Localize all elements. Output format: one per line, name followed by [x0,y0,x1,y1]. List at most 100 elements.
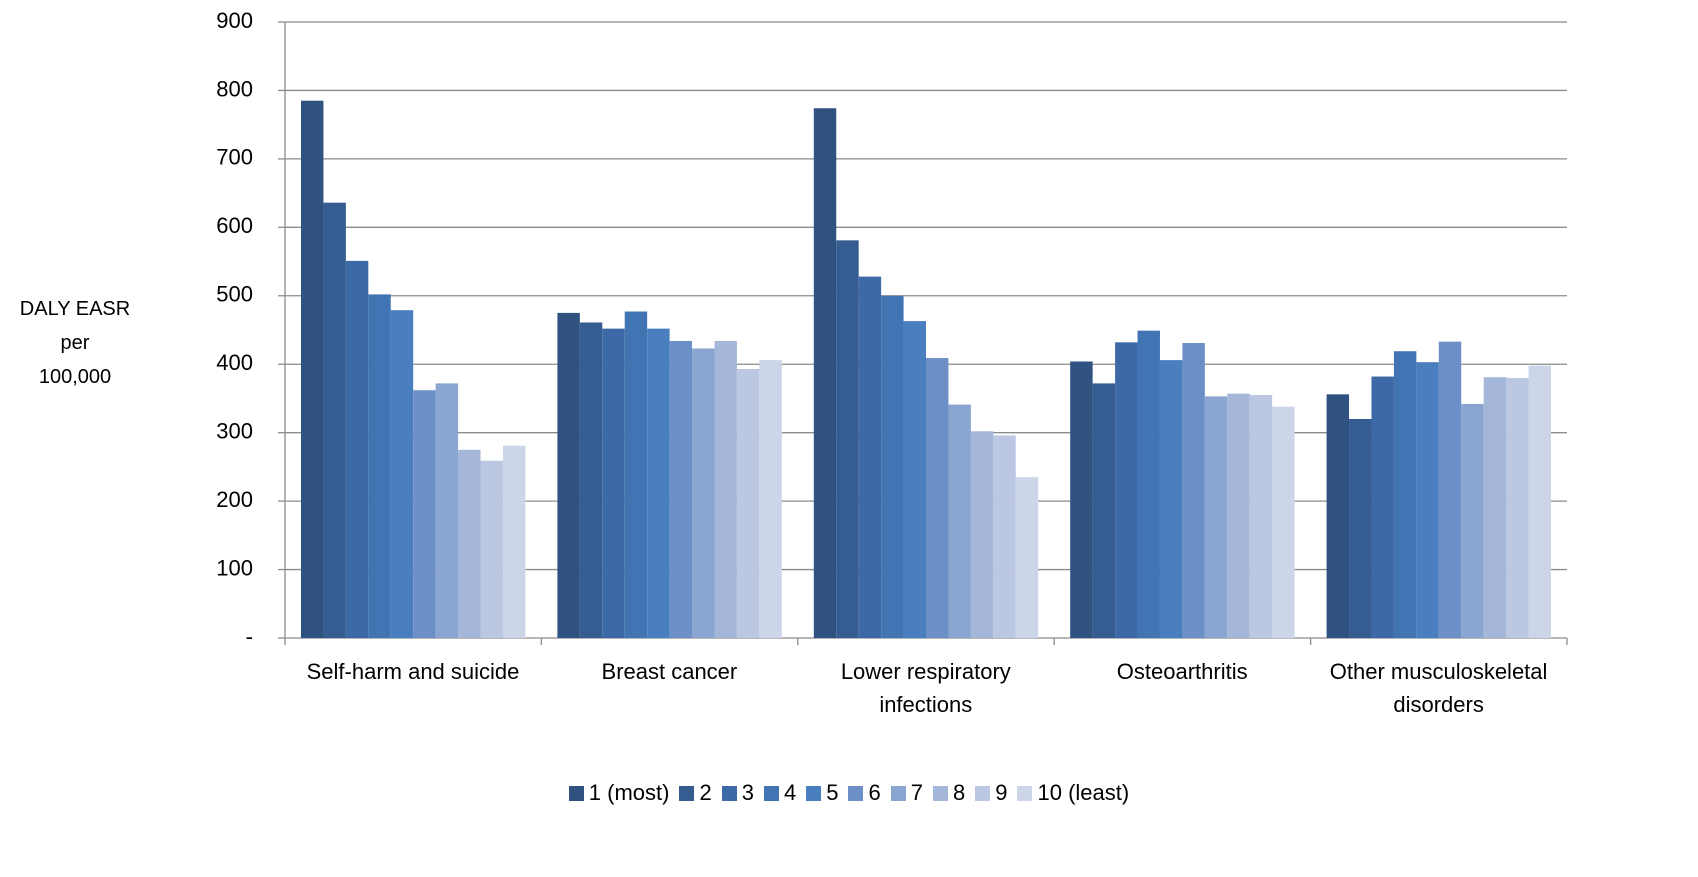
bar [948,404,971,638]
y-tick-label: 100 [216,555,253,580]
legend-label: 2 [699,780,712,805]
bar [1393,351,1417,638]
bar [624,311,648,638]
y-tick-label: 700 [216,145,253,170]
bar [345,260,369,638]
legend-label: 5 [826,780,839,805]
bar [1115,342,1138,638]
legend-item: 10 (least) [1017,780,1129,806]
bar [1249,395,1273,638]
legend-item: 2 [679,780,712,806]
x-tick-label: Osteoarthritis [1116,659,1248,684]
y-tick-label: 900 [216,8,253,33]
legend-swatch [721,785,737,801]
bar [1159,360,1183,638]
bar [736,369,760,638]
bar [1092,383,1116,638]
legend-item: 1 (most) [568,780,670,806]
bar [669,340,693,638]
bar [926,358,949,638]
bar [480,460,503,638]
legend-swatch [806,785,822,801]
bar [1272,406,1295,638]
legend-label: 10 (least) [1037,780,1130,805]
x-tick-label: Self-harm and suicide [306,659,520,684]
legend-swatch [975,785,991,801]
bar [647,328,670,638]
legend-label: 4 [783,780,797,805]
bar [836,240,859,639]
legend-label: 8 [952,780,966,805]
bar [323,202,346,638]
x-tick-label: Lower respiratory infections [840,659,1011,717]
legend-swatch [932,785,948,801]
bar [1137,330,1160,638]
bar [1070,361,1093,638]
y-tick-label: 500 [216,282,253,307]
bar [435,383,459,638]
bar [1528,365,1551,638]
bar [858,276,882,638]
bar [1371,376,1394,638]
y-tick-label: 600 [216,213,253,238]
bar [1015,477,1039,638]
legend-item: 6 [848,780,881,806]
bar [502,445,526,638]
bar [1227,393,1250,638]
bar [1416,362,1439,638]
y-tick-label: 400 [216,350,253,375]
legend-swatch [1017,785,1033,801]
bar [759,360,782,638]
y-axis-label-line: per [60,332,90,354]
y-tick-label: 200 [216,487,253,512]
legend-swatch [679,785,695,801]
bar [1438,341,1462,638]
y-tick-label: 800 [216,76,253,101]
bar [813,108,837,639]
y-axis-label-line: 100,000 [38,366,112,388]
bar [602,328,625,638]
bar [1182,343,1205,638]
bar [1483,377,1507,638]
legend-item: 4 [763,780,797,806]
bar [903,321,926,638]
legend-label: 6 [868,780,881,805]
legend-label: 9 [995,780,1008,805]
legend-item: 9 [975,780,1007,806]
y-tick-label: - [246,624,253,649]
legend-swatch [763,785,779,801]
y-axis-label: DALY EASR per 100,000 [0,292,150,394]
bar [1461,403,1484,638]
legend-swatch [848,785,864,801]
bar [1506,377,1529,638]
legend-item: 8 [932,780,966,806]
bar [301,100,324,638]
legend-item: 7 [890,780,923,806]
legend-label: 7 [910,780,923,805]
legend-label: 3 [741,780,754,805]
y-axis-label-line: DALY EASR [19,298,131,320]
bar [413,390,436,638]
legend-item: 3 [721,780,754,806]
bar [881,295,904,638]
legend-item: 5 [806,780,838,806]
legend-swatch [890,785,906,801]
y-tick-label: 300 [216,418,253,443]
bar [458,449,481,638]
bar [1349,418,1372,638]
bar [579,322,603,638]
bar [970,431,994,638]
bar [692,348,715,638]
bar [1326,394,1350,638]
bar [1204,396,1228,638]
x-tick-label: Other musculoskeletal disorders [1329,659,1548,717]
legend: 1 (most) 2 3 4 5 6 7 8 9 10 (least) [0,780,1698,806]
x-tick-label: Breast cancer [601,659,738,684]
bar [993,435,1016,638]
legend-swatch [568,785,584,801]
legend-label: 1 (most) [588,780,670,805]
bar [557,312,580,638]
bar [390,310,414,638]
